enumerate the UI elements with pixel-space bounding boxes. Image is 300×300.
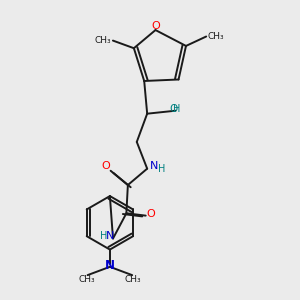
Text: O: O	[151, 21, 160, 31]
Text: O: O	[169, 104, 177, 114]
Text: H: H	[173, 104, 181, 114]
Text: N: N	[105, 259, 115, 272]
Text: CH₃: CH₃	[125, 275, 141, 284]
Text: H: H	[158, 164, 165, 174]
Text: O: O	[102, 161, 110, 171]
Text: CH₃: CH₃	[208, 32, 224, 41]
Text: CH₃: CH₃	[95, 36, 111, 45]
Text: H: H	[100, 231, 108, 241]
Text: N: N	[149, 161, 158, 171]
Text: CH₃: CH₃	[78, 275, 95, 284]
Text: O: O	[147, 209, 155, 219]
Text: N: N	[106, 231, 114, 241]
